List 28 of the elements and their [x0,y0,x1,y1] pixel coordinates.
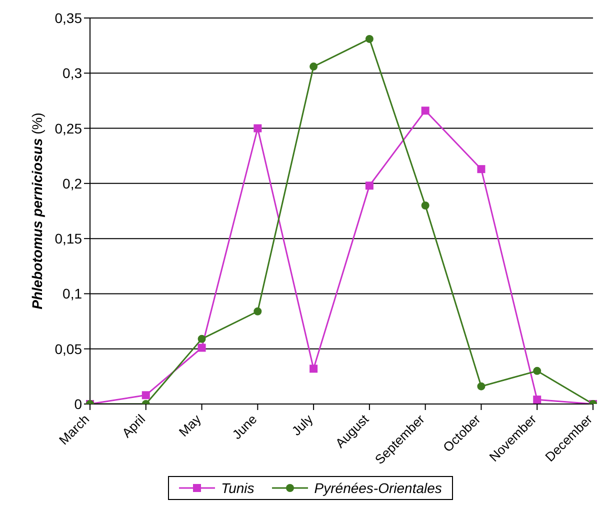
point [477,382,486,390]
point [365,182,374,190]
y-tick-label: 0,25 [54,120,82,136]
x-tick-label: July [288,411,316,438]
point [421,201,430,210]
point [477,165,486,174]
y-tick-label: 0,3 [62,65,82,82]
point [365,34,374,43]
x-tick-label: May [176,411,204,440]
point [198,334,206,343]
y-tick-label: 0,05 [54,340,82,357]
point [533,366,542,375]
point [533,396,542,404]
point [142,391,150,400]
point [254,124,262,132]
y-tick-label: 0,35 [54,10,82,26]
y-tick-label: 0 [74,396,82,412]
point [254,307,262,316]
point [310,62,318,71]
point [421,106,430,115]
legend-label: Pyrénées-Orientales [313,480,442,496]
legend-label: Tunis [220,480,254,496]
y-tick-label: 0,15 [54,230,82,247]
point [310,364,318,373]
point [198,344,206,352]
y-tick-label: 0,1 [62,286,82,302]
y-tick-label: 0,2 [62,175,82,192]
y-axis-title: Phlebotomus perniciosus (%) [29,112,45,310]
